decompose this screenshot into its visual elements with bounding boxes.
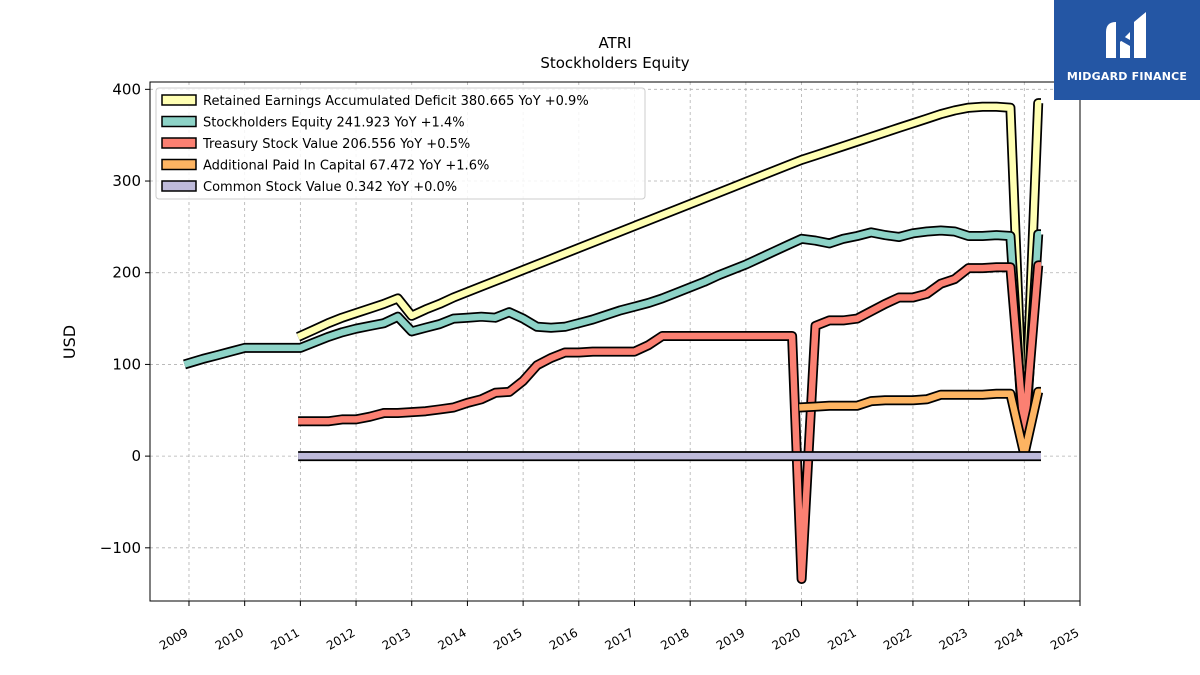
x-tick-label: 2018 (658, 625, 691, 652)
y-tick-label: 400 (112, 80, 141, 98)
legend-label-treasury-stock-value: Treasury Stock Value 206.556 YoY +0.5% (202, 137, 470, 152)
x-tick-label: 2012 (324, 625, 357, 652)
legend: Retained Earnings Accumulated Deficit 38… (155, 87, 646, 200)
legend-label-retained-earnings-accumulated-deficit: Retained Earnings Accumulated Deficit 38… (203, 94, 589, 109)
x-axis: 2009 2010 2011 2012 2013 2014 2015 2016 2017 2018… (157, 601, 1082, 653)
series-line-additional-paid-in-capital (799, 388, 1042, 458)
y-axis: −100 0 100 200 300 400 (100, 80, 150, 557)
x-tick-label: 2015 (491, 625, 524, 652)
brand-logo: MIDGARD FINANCE (1054, 0, 1200, 100)
series-lines (183, 98, 1044, 584)
series-line-retained-earnings-accumulated-deficit (296, 99, 1042, 455)
legend-box (155, 87, 646, 200)
chart-subtitle: Stockholders Equity (540, 54, 689, 72)
series-line-treasury-stock-value (298, 262, 1042, 583)
legend-label-common-stock-value: Common Stock Value 0.342 YoY +0.0% (203, 180, 457, 195)
midgard-m-logo-icon (1106, 12, 1146, 58)
x-tick-label: 2025 (1048, 625, 1081, 652)
x-tick-label: 2022 (881, 625, 914, 652)
y-tick-label: 0 (131, 447, 141, 465)
y-tick-label: 300 (112, 172, 141, 190)
chart-title: ATRI (598, 34, 631, 52)
x-tick-label: 2017 (603, 625, 636, 652)
legend-label-additional-paid-in-capital: Additional Paid In Capital 67.472 YoY +1… (203, 159, 489, 174)
x-tick-label: 2023 (937, 625, 970, 652)
legend-label-stockholders-equity: Stockholders Equity 241.923 YoY +1.4% (203, 116, 465, 131)
x-tick-label: 2009 (157, 625, 190, 652)
y-tick-label: 200 (112, 264, 141, 282)
x-tick-label: 2013 (380, 625, 413, 652)
x-tick-label: 2014 (435, 625, 468, 652)
x-tick-label: 2019 (714, 625, 747, 652)
y-tick-label: 100 (112, 355, 141, 373)
y-axis-label: USD (60, 325, 79, 359)
legend-swatch-stockholders-equity (161, 115, 197, 128)
legend-swatch-common-stock-value (161, 180, 197, 192)
y-tick-label: −100 (100, 539, 141, 557)
x-tick-label: 2010 (213, 625, 246, 652)
x-tick-label: 2024 (992, 625, 1025, 652)
x-tick-label: 2021 (825, 625, 858, 652)
x-tick-label: 2011 (268, 625, 301, 652)
x-tick-label: 2020 (770, 625, 803, 652)
brand-name: MIDGARD FINANCE (1066, 70, 1188, 83)
x-tick-label: 2016 (547, 625, 580, 652)
legend-swatch-additional-paid-in-capital (161, 158, 197, 171)
plot-frame (149, 81, 1081, 602)
legend-swatch-treasury-stock-value (161, 137, 197, 149)
legend-swatch-retained-earnings-accumulated-deficit (161, 94, 197, 106)
series-line-stockholders-equity (183, 227, 1042, 455)
